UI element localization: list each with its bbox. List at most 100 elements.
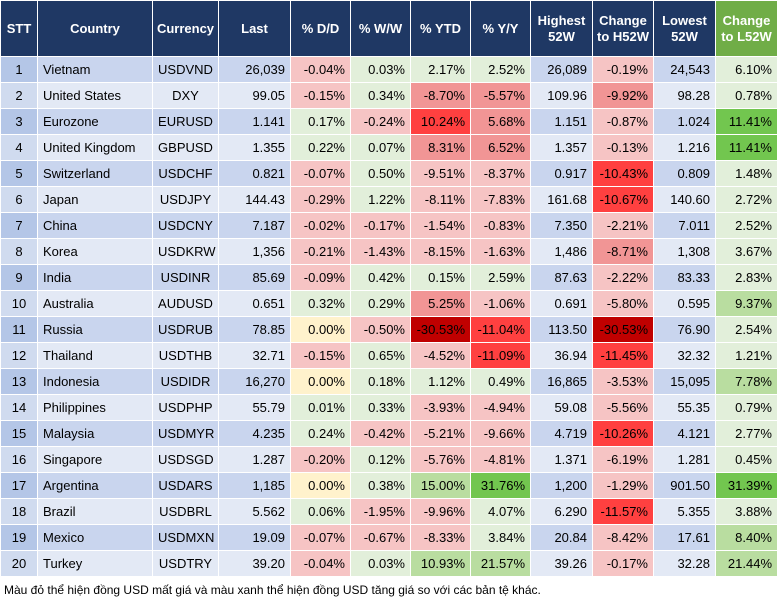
table-cell: 20.84 [530, 524, 593, 551]
table-cell: 21.44% [715, 550, 777, 577]
table-cell: AUDUSD [152, 290, 219, 317]
row-number: 3 [0, 108, 38, 135]
table-cell: 31.76% [470, 472, 531, 499]
table-cell: 7.350 [530, 212, 593, 239]
column-header: % Y/Y [470, 0, 531, 57]
table-cell: 7.187 [218, 212, 291, 239]
table-cell: -0.21% [290, 238, 351, 265]
table-cell: 5.68% [470, 108, 531, 135]
table-cell: -4.52% [410, 342, 471, 369]
header-row: STT Country Currency Last% D/D% W/W% YTD% Y… [0, 0, 777, 57]
table-cell: -0.19% [592, 56, 654, 83]
table-body: 1 Vietnam USDVND 26,039 -0.04% 0.03% 2.17% 2.52… [0, 56, 777, 577]
table-cell: -8.11% [410, 186, 471, 213]
table-cell: 15,095 [653, 368, 716, 395]
table-cell: -1.43% [350, 238, 411, 265]
table-cell: 1.22% [350, 186, 411, 213]
row-number: 11 [0, 316, 38, 343]
table-cell: -0.13% [592, 134, 654, 161]
column-header: % W/W [350, 0, 411, 57]
table-cell: 0.38% [350, 472, 411, 499]
table-cell: United States [37, 82, 153, 109]
table-cell: 3.88% [715, 498, 777, 525]
table-row: 6 Japan USDJPY 144.43 -0.29% 1.22% -8.11% -7.83… [0, 186, 777, 213]
column-header: Currency [152, 0, 219, 57]
table-cell: 1,486 [530, 238, 593, 265]
table-cell: -6.19% [592, 446, 654, 473]
table-cell: 17.61 [653, 524, 716, 551]
table-cell: Brazil [37, 498, 153, 525]
table-cell: 26,089 [530, 56, 593, 83]
table-cell: -3.53% [592, 368, 654, 395]
table-cell: 0.34% [350, 82, 411, 109]
table-row: 5 Switzerland USDCHF 0.821 -0.07% 0.50% -9.51%… [0, 160, 777, 187]
table-cell: 0.00% [290, 316, 351, 343]
table-cell: 1.287 [218, 446, 291, 473]
table-cell: 8.40% [715, 524, 777, 551]
table-row: 1 Vietnam USDVND 26,039 -0.04% 0.03% 2.17% 2.52… [0, 56, 777, 83]
column-header: Last [218, 0, 291, 57]
table-cell: -0.24% [350, 108, 411, 135]
table-cell: Japan [37, 186, 153, 213]
table-cell: -4.94% [470, 394, 531, 421]
table-cell: 0.01% [290, 394, 351, 421]
table-cell: USDTRY [152, 550, 219, 577]
table-cell: 2.72% [715, 186, 777, 213]
table-cell: 10.24% [410, 108, 471, 135]
column-header: Country [37, 0, 153, 57]
table-cell: 1.355 [218, 134, 291, 161]
table-cell: 901.50 [653, 472, 716, 499]
table-cell: 0.03% [350, 56, 411, 83]
table-cell: -9.96% [410, 498, 471, 525]
table-cell: -11.57% [592, 498, 654, 525]
table-cell: 11.41% [715, 134, 777, 161]
table-cell: 6.10% [715, 56, 777, 83]
table-cell: -8.33% [410, 524, 471, 551]
table-cell: 3.84% [470, 524, 531, 551]
table-cell: 0.03% [350, 550, 411, 577]
table-cell: -5.57% [470, 82, 531, 109]
table-cell: 76.90 [653, 316, 716, 343]
table-row: 10 Australia AUDUSD 0.651 0.32% 0.29% 5.25% -1.… [0, 290, 777, 317]
table-row: 19 Mexico USDMXN 19.09 -0.07% -0.67% -8.33% 3.8… [0, 524, 777, 551]
table-cell: -10.26% [592, 420, 654, 447]
table-cell: -0.15% [290, 82, 351, 109]
table-cell: 24,543 [653, 56, 716, 83]
table-cell: 32.32 [653, 342, 716, 369]
table-cell: -5.76% [410, 446, 471, 473]
table-cell: -5.56% [592, 394, 654, 421]
table-cell: 140.60 [653, 186, 716, 213]
table-row: 4 United Kingdom GBPUSD 1.355 0.22% 0.07% 8.31… [0, 134, 777, 161]
footnote: Màu đỏ thể hiện đồng USD mất giá và màu … [4, 583, 541, 597]
table-cell: 55.79 [218, 394, 291, 421]
row-number: 8 [0, 238, 38, 265]
table-row: 3 Eurozone EURUSD 1.141 0.17% -0.24% 10.24% 5.6… [0, 108, 777, 135]
table-cell: -0.42% [350, 420, 411, 447]
table-cell: 0.18% [350, 368, 411, 395]
column-header: Change to H52W [592, 0, 654, 57]
table-row: 9 India USDINR 85.69 -0.09% 0.42% 0.15% 2.59% 87… [0, 264, 777, 291]
row-number: 13 [0, 368, 38, 395]
table-row: 15 Malaysia USDMYR 4.235 0.24% -0.42% -5.21% -9… [0, 420, 777, 447]
table-cell: -10.43% [592, 160, 654, 187]
table-row: 13 Indonesia USDIDR 16,270 0.00% 0.18% 1.12% 0.… [0, 368, 777, 395]
table-row: 2 United States DXY 99.05 -0.15% 0.34% -8.70% -… [0, 82, 777, 109]
table-cell: -0.87% [592, 108, 654, 135]
row-number: 7 [0, 212, 38, 239]
table-cell: USDMXN [152, 524, 219, 551]
table-cell: China [37, 212, 153, 239]
table-cell: -1.54% [410, 212, 471, 239]
table-row: 12 Thailand USDTHB 32.71 -0.15% 0.65% -4.52% -1… [0, 342, 777, 369]
table-cell: 2.52% [470, 56, 531, 83]
table-cell: Russia [37, 316, 153, 343]
table-cell: 0.24% [290, 420, 351, 447]
table-cell: 0.07% [350, 134, 411, 161]
row-number: 5 [0, 160, 38, 187]
table-cell: 7.78% [715, 368, 777, 395]
table-cell: -0.17% [350, 212, 411, 239]
table-cell: -8.42% [592, 524, 654, 551]
table-cell: -8.15% [410, 238, 471, 265]
table-cell: 11.41% [715, 108, 777, 135]
table-cell: -0.50% [350, 316, 411, 343]
row-number: 1 [0, 56, 38, 83]
